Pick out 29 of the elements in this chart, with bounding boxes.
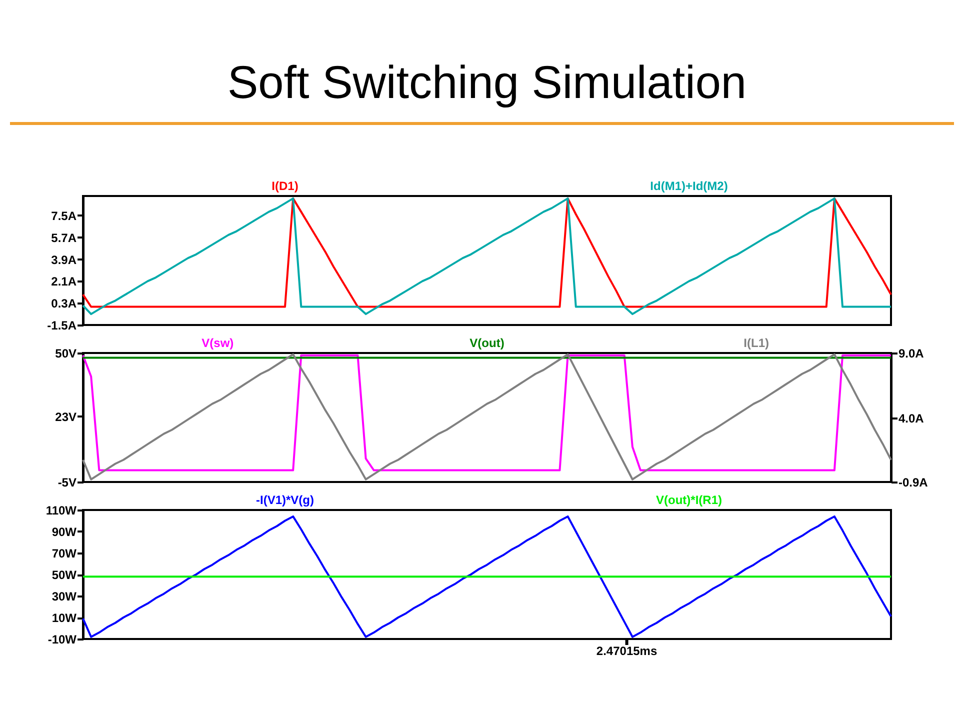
y-tick-label: 23V <box>55 410 76 424</box>
y2-tick-label: 4.0A <box>898 412 924 426</box>
text: Id(M1)+Id(M2) <box>650 179 728 193</box>
y-tick-label: 90W <box>52 525 78 539</box>
y-tick-label: 5.7A <box>51 230 77 245</box>
y-tick-label: 0.3A <box>51 296 77 311</box>
y-tick-label: 110W <box>46 504 78 518</box>
text: 2.47015ms <box>596 644 658 658</box>
y-tick-label: -1.5A <box>47 318 77 332</box>
y-tick-label: -10W <box>48 632 78 646</box>
series-label: V(out) <box>470 336 504 350</box>
y-tick-label: 50W <box>52 568 78 582</box>
text: V(sw) <box>202 336 234 350</box>
series-label: I(D1) <box>272 179 298 193</box>
y-tick-label: -5V <box>58 476 76 490</box>
y-tick-label: 7.5A <box>51 208 77 223</box>
y2-tick-label: 9.0A <box>898 346 924 360</box>
y2-tick-label: -0.9A <box>898 476 928 490</box>
chart-title: Soft Switching Simulation <box>227 56 747 108</box>
text: V(out)*I(R1) <box>656 493 722 507</box>
y-tick-label: 2.1A <box>51 274 77 289</box>
y-tick-label: 70W <box>52 546 78 560</box>
series-label: -I(V1)*V(g) <box>256 493 314 507</box>
y-tick-label: 30W <box>52 590 78 604</box>
text: I(L1) <box>744 336 770 350</box>
line-series <box>82 515 892 638</box>
y-tick-label: 3.9A <box>51 252 77 267</box>
y-tick-label: 10W <box>52 611 78 625</box>
y-tick-label: 50V <box>55 346 76 360</box>
